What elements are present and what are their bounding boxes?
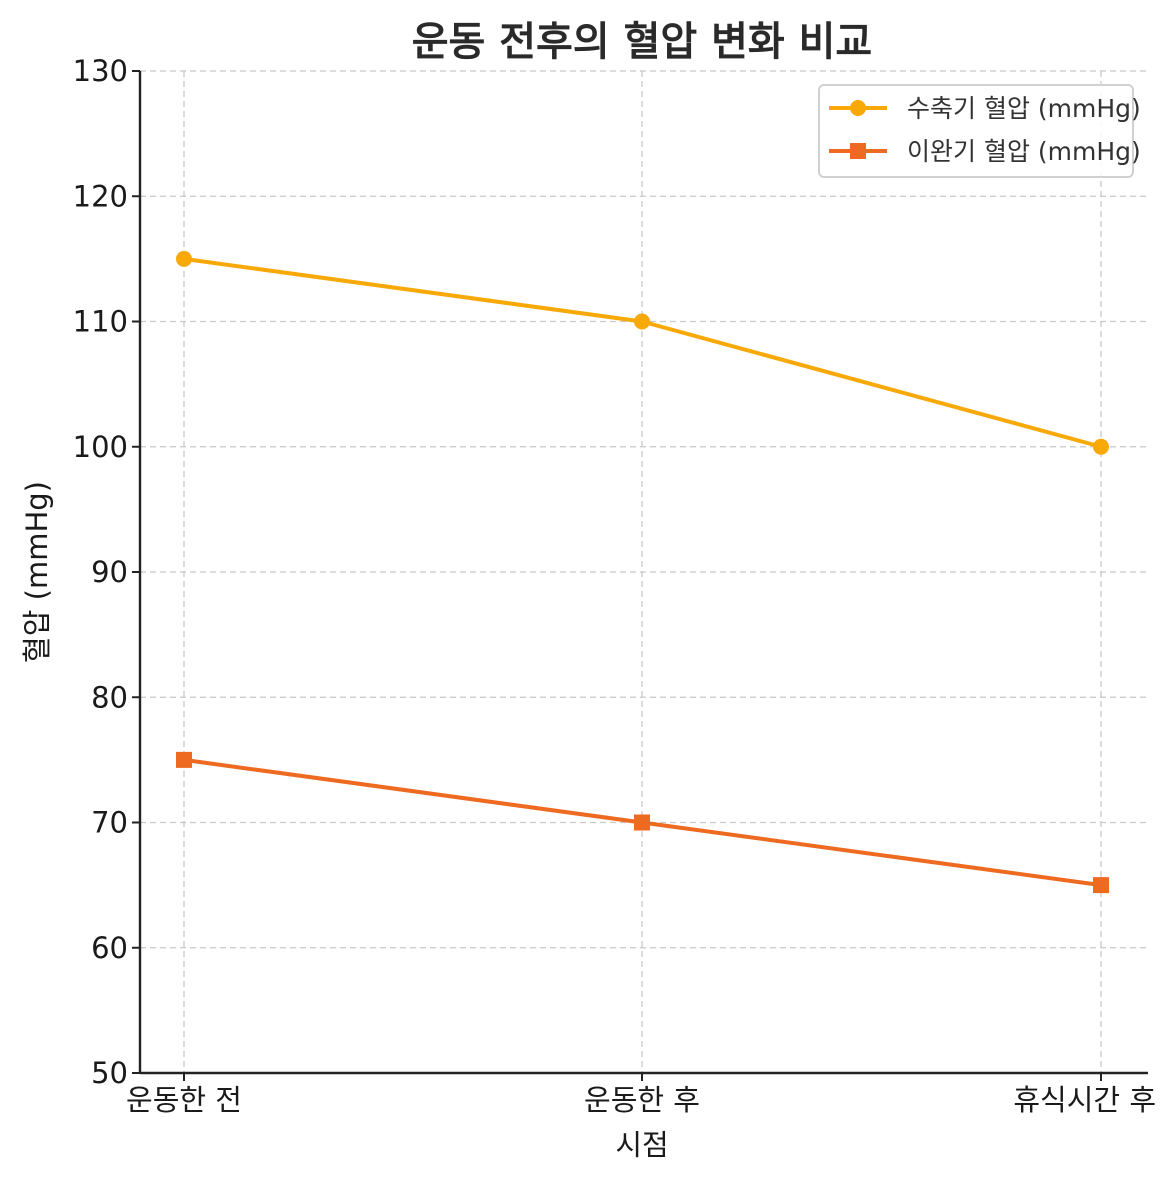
tick-labels: 50 60 70 80 90 100 110 120 130 운동한 전 운동한 후 휴식시간 후 [73,54,1156,1117]
y-tick-label: 120 [73,179,128,213]
data-point-marker [176,250,192,267]
axes [132,70,1148,1081]
x-tick-label: 운동한 전 [126,1083,242,1117]
y-tick-label: 110 [73,305,128,339]
legend: 수축기 혈압 (mmHg) 이완기 혈압 (mmHg) [818,84,1141,178]
data-point-marker [176,751,192,768]
x-axis-label: 시점 [615,1128,668,1162]
legend-label: 이완기 혈압 (mmHg) [907,137,1141,166]
data-point-marker [1093,438,1109,455]
x-tick-label: 운동한 후 [584,1083,700,1117]
y-tick-label: 60 [91,931,128,965]
x-tick-label: 휴식시간 후 [1013,1083,1156,1117]
grid [140,70,1148,1073]
data-point-marker [634,313,650,330]
y-tick-label: 80 [91,680,128,714]
chart-title: 운동 전후의 혈압 변화 비교 [412,19,873,65]
data-point-marker [1093,877,1109,894]
legend-marker [850,100,866,116]
legend-label: 수축기 혈압 (mmHg) [907,94,1141,123]
legend-marker [850,143,866,159]
legend-box [818,84,1134,178]
series [176,250,1109,894]
y-tick-label: 70 [91,806,128,840]
y-tick-label: 130 [73,54,128,88]
y-tick-label: 50 [91,1056,128,1090]
data-point-marker [634,814,650,831]
y-tick-label: 100 [73,430,128,464]
y-axis-label: 혈압 (mmHg) [20,481,54,663]
y-tick-label: 90 [91,555,128,589]
